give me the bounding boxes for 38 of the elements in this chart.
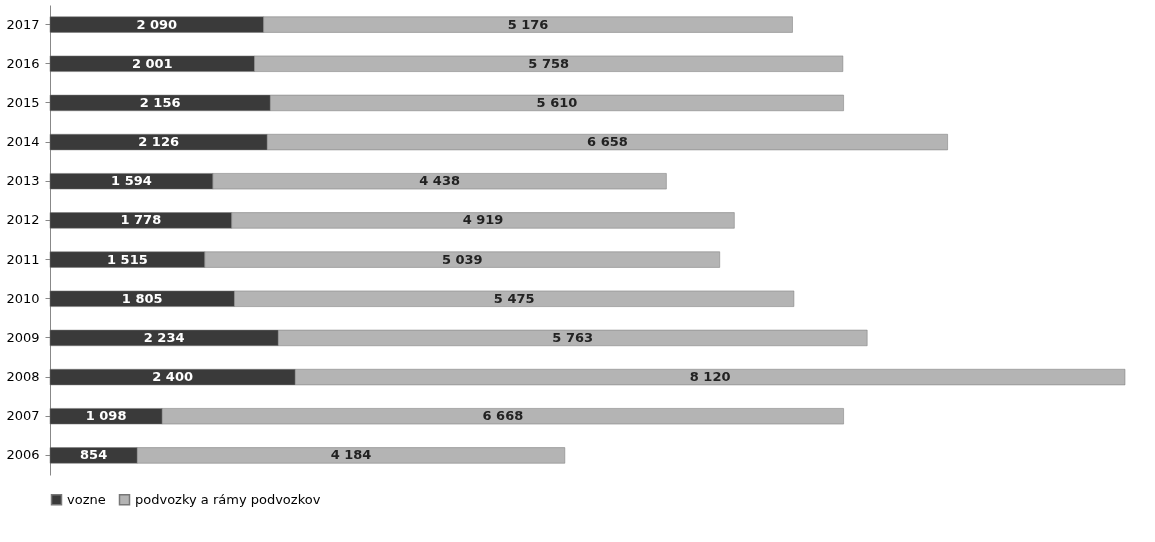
y-tick-label: 2009 xyxy=(6,329,40,345)
data-label: 4 438 xyxy=(419,173,460,189)
data-label: 4 184 xyxy=(330,447,372,463)
data-label: 8 120 xyxy=(689,369,731,385)
data-label: 854 xyxy=(80,447,108,463)
data-label: 1 778 xyxy=(120,212,162,228)
data-label: 6 658 xyxy=(587,134,628,150)
y-tick-label: 2013 xyxy=(6,173,40,189)
y-tick-label: 2012 xyxy=(6,212,40,228)
data-label: 1 805 xyxy=(121,290,163,306)
y-tick-label: 2008 xyxy=(6,369,40,385)
y-tick-label: 2011 xyxy=(6,251,40,267)
data-label: 1 515 xyxy=(107,251,148,267)
data-label: 1 098 xyxy=(85,408,127,424)
data-label: 5 610 xyxy=(536,94,578,110)
data-label: 5 176 xyxy=(507,16,549,32)
data-label: 1 594 xyxy=(111,173,152,189)
data-label: 2 234 xyxy=(143,329,185,345)
y-tick-label: 2017 xyxy=(6,16,40,32)
data-label: 2 126 xyxy=(138,134,179,150)
data-label: 2 090 xyxy=(136,16,178,32)
y-tick-label: 2010 xyxy=(6,290,40,306)
data-label: 5 475 xyxy=(493,290,535,306)
data-label: 2 001 xyxy=(131,55,173,71)
data-label: 2 156 xyxy=(139,94,181,110)
y-tick-label: 2014 xyxy=(6,134,40,150)
data-label: 6 668 xyxy=(482,408,524,424)
data-label: 5 039 xyxy=(441,251,483,267)
data-label: 5 758 xyxy=(528,55,570,71)
y-tick-label: 2006 xyxy=(6,447,40,463)
data-label: 4 919 xyxy=(462,212,504,228)
data-label: 5 763 xyxy=(552,329,594,345)
y-tick-label: 2015 xyxy=(6,94,40,110)
data-label: 2 400 xyxy=(152,369,193,385)
legend-label: vozne xyxy=(67,491,106,507)
y-tick-label: 2016 xyxy=(6,55,40,71)
legend-label: podvozky a rámy podvozkov xyxy=(135,491,321,507)
y-tick-label: 2007 xyxy=(6,408,40,424)
